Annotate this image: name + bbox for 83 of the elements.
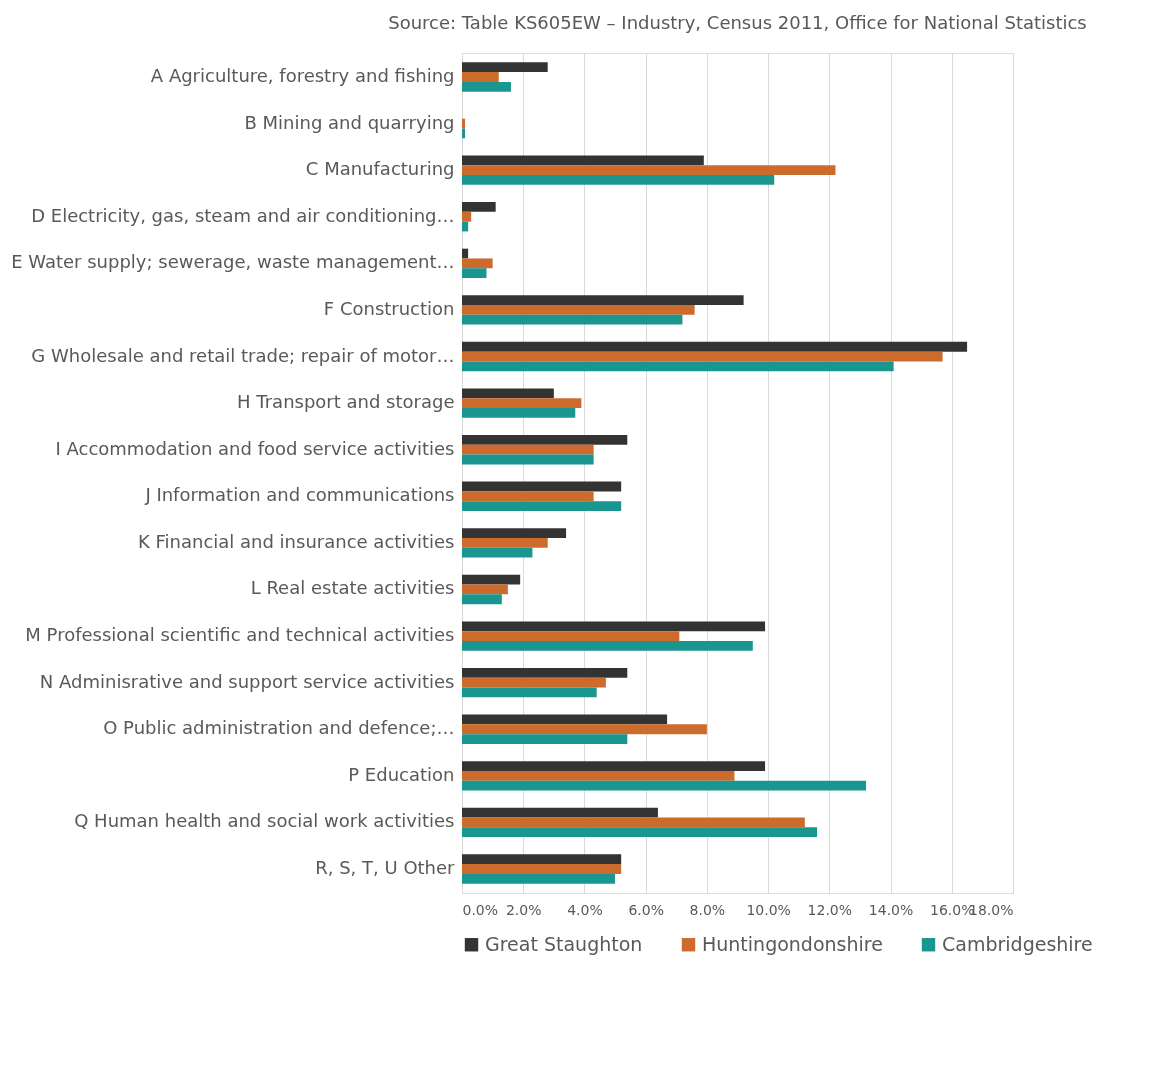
- bar: [462, 351, 943, 362]
- y-tick-label: P Education: [348, 763, 455, 785]
- x-tick-label: 12.0%: [807, 901, 853, 918]
- bar: [462, 547, 533, 558]
- bar: [462, 687, 597, 698]
- y-tick-label: A Agriculture, forestry and fishing: [150, 64, 455, 86]
- bar: [462, 574, 521, 585]
- bar: [462, 770, 735, 781]
- bar: [462, 734, 628, 744]
- bar: [462, 454, 594, 465]
- bar: [462, 314, 683, 325]
- y-tick-label: K Financial and insurance activities: [137, 530, 455, 552]
- bar: [462, 175, 775, 185]
- x-tick-label: 0.0%: [462, 901, 499, 918]
- y-tick-label: J Information and communications: [144, 484, 455, 506]
- bar: [462, 501, 622, 511]
- bar: [462, 621, 766, 632]
- bar: [462, 408, 576, 418]
- bar: [462, 873, 616, 884]
- bar: [462, 268, 487, 279]
- bar: [462, 435, 628, 445]
- bar: [462, 714, 668, 725]
- chart-title: Source: Table KS605EW – Industry, Census 2011, Office for National Statistics: [388, 12, 1087, 33]
- bar: [462, 631, 680, 641]
- bar: [462, 341, 968, 352]
- legend-label: Huntingondonshire: [702, 932, 883, 955]
- bar: [462, 258, 493, 269]
- bar: [462, 827, 818, 838]
- bar: [462, 305, 695, 315]
- x-tick-label: 8.0%: [689, 901, 726, 918]
- bar: [462, 817, 805, 828]
- x-tick-label: 4.0%: [567, 901, 603, 918]
- x-tick-label: 6.0%: [628, 901, 664, 918]
- bar: [462, 444, 594, 455]
- bar: [462, 118, 466, 129]
- bar: [462, 398, 582, 409]
- bar: [462, 155, 704, 166]
- bar: [462, 724, 707, 735]
- bar: [462, 211, 472, 222]
- bar: [462, 640, 753, 651]
- bar: [462, 807, 658, 818]
- bar: [462, 491, 594, 502]
- bar: [462, 202, 496, 212]
- bar: [462, 361, 894, 372]
- y-tick-label: Q Human health and social work activities: [74, 810, 455, 832]
- bar: [462, 388, 554, 399]
- x-tick-label: 10.0%: [746, 901, 791, 918]
- y-tick-label: O Public administration and defence;…: [103, 717, 455, 739]
- bar: [462, 295, 744, 306]
- bar: [462, 864, 622, 874]
- bar: [462, 248, 469, 259]
- bar: [462, 528, 567, 538]
- bar: [462, 72, 499, 82]
- bar: [462, 761, 766, 771]
- y-tick-label: R, S, T, U Other: [315, 857, 456, 879]
- bar: [462, 165, 836, 176]
- x-tick-label: 2.0%: [505, 901, 542, 918]
- legend-label: Great Staughton: [485, 932, 643, 955]
- bar: [462, 667, 628, 678]
- x-tick-label: 14.0%: [868, 901, 914, 918]
- y-tick-label: C Manufacturing: [305, 158, 455, 180]
- bar: [462, 854, 622, 865]
- bar: [462, 221, 469, 232]
- y-tick-label: F Construction: [323, 297, 455, 319]
- y-tick-label: G Wholesale and retail trade; repair of motor…: [31, 344, 455, 366]
- bar: [462, 780, 867, 791]
- bar: [462, 481, 622, 492]
- y-tick-label: M Professional scientific and technical activities: [25, 624, 455, 646]
- y-tick-label: D Electricity, gas, steam and air conditioning…: [31, 204, 455, 226]
- bar: [462, 81, 511, 92]
- y-tick-label: I Accommodation and food service activities: [55, 437, 455, 459]
- bar: [462, 128, 466, 139]
- y-tick-label: L Real estate activities: [250, 577, 455, 599]
- y-tick-label: E Water supply; sewerage, waste management…: [11, 251, 455, 273]
- bar: [462, 584, 508, 595]
- bar: [462, 537, 548, 548]
- y-tick-label: B Mining and quarrying: [244, 111, 455, 133]
- y-tick-label: N Adminisrative and support service activities: [39, 670, 455, 692]
- bar: [462, 62, 548, 73]
- y-tick-label: H Transport and storage: [237, 391, 455, 413]
- legend-label: Cambridgeshire: [942, 932, 1093, 955]
- bar: [462, 594, 502, 605]
- bar: [462, 677, 606, 688]
